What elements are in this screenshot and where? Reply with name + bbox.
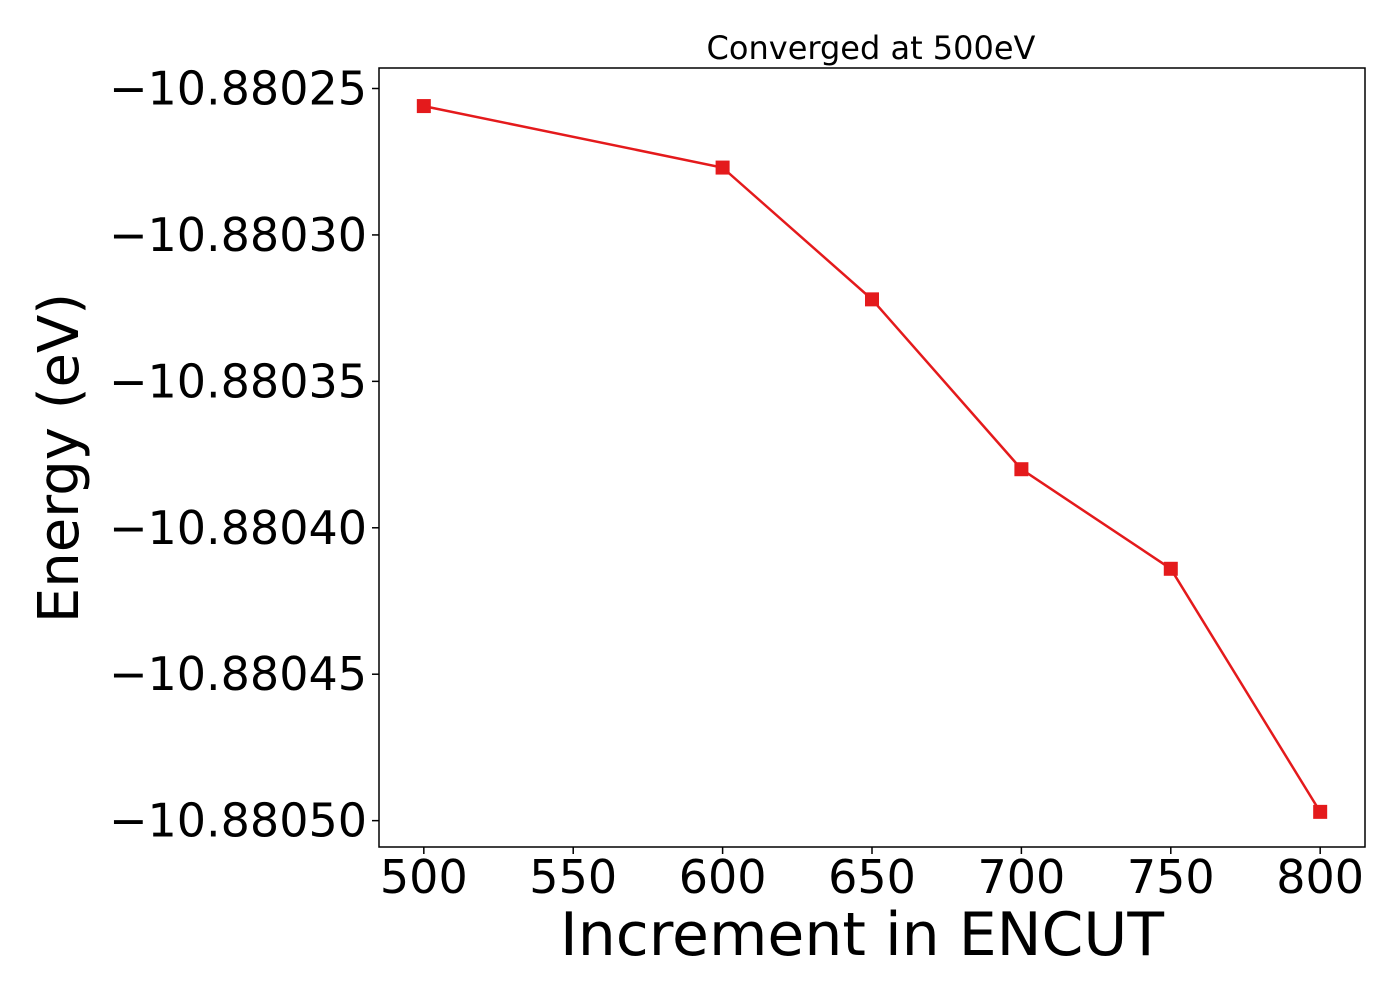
data-point-marker — [1014, 462, 1029, 477]
x-tick-label: 500 — [380, 850, 468, 904]
series-line — [423, 104, 1322, 813]
y-tick-label: −10.88025 — [109, 62, 367, 116]
y-axis-label: Energy (eV) — [27, 293, 92, 623]
series-layer — [416, 99, 1328, 819]
data-point-marker — [1163, 561, 1178, 576]
x-tick-label: 750 — [1127, 850, 1215, 904]
data-point-marker — [715, 160, 730, 175]
data-point-marker — [416, 99, 431, 114]
x-tick-label: 800 — [1276, 850, 1364, 904]
y-axis-ticks: −10.88025 −10.88030 −10.88035 −10.88040 −10.… — [109, 62, 379, 848]
x-axis-label: Increment in ENCUT — [560, 900, 1164, 970]
y-tick-label: −10.88035 — [109, 354, 367, 408]
x-tick-label: 600 — [679, 850, 767, 904]
y-tick-label: −10.88030 — [109, 208, 367, 262]
x-tick-label: 550 — [529, 850, 617, 904]
y-tick-label: −10.88040 — [109, 501, 367, 555]
y-tick-label: −10.88050 — [109, 794, 367, 848]
data-point-marker — [865, 292, 879, 307]
plot-area-frame — [378, 67, 1366, 848]
x-axis-ticks: 500 550 600 650 700 750 800 — [380, 847, 1364, 904]
chart-title: Converged at 500eV — [707, 29, 1036, 67]
y-tick-label: −10.88045 — [109, 647, 367, 701]
data-point-marker — [1313, 804, 1328, 819]
x-tick-label: 700 — [977, 850, 1065, 904]
x-tick-label: 650 — [828, 850, 916, 904]
